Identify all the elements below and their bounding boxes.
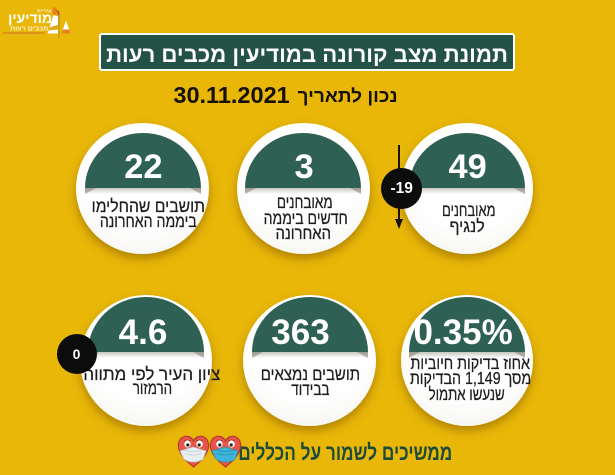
- svg-text:מכבים רעות: מכבים רעות: [10, 25, 48, 32]
- svg-text:עיריית: עיריית: [37, 8, 52, 14]
- svg-text:מודיעין: מודיעין: [8, 10, 52, 26]
